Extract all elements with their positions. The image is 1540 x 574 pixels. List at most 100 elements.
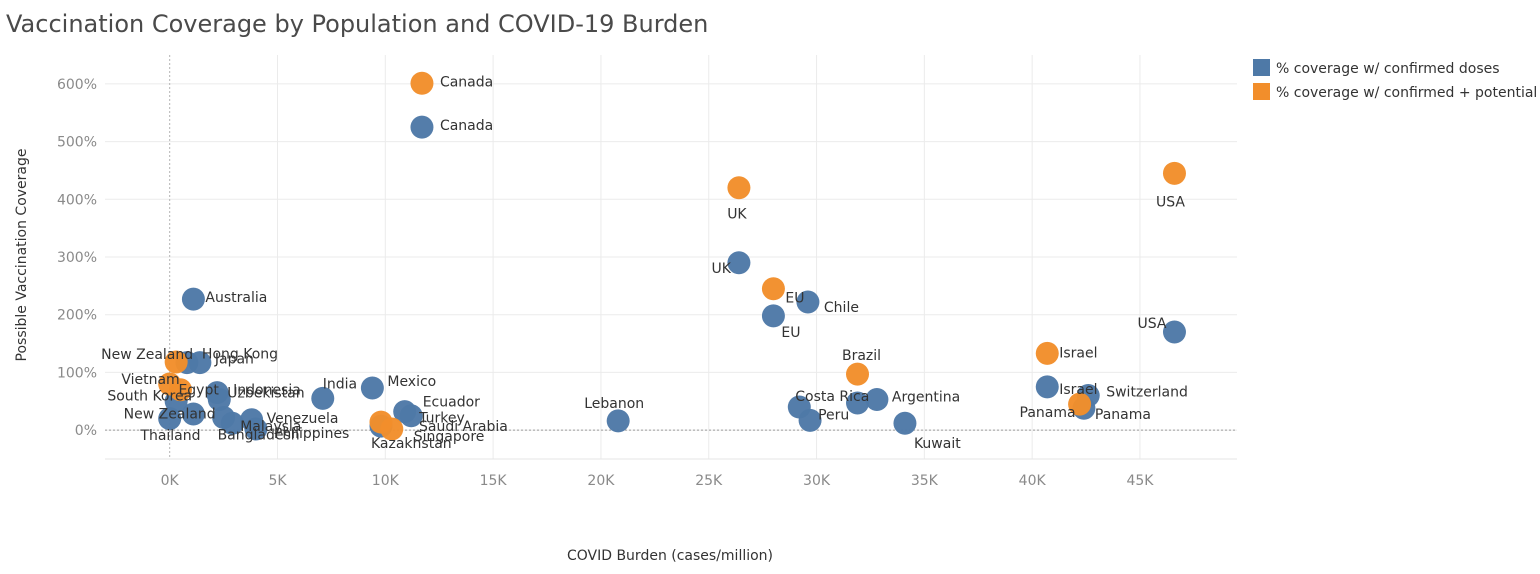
data-point <box>893 411 917 435</box>
data-point <box>1035 375 1059 399</box>
point-label: Hong Kong <box>202 347 278 363</box>
point-label: Uzbekistan <box>227 386 304 402</box>
point-label: Canada <box>440 74 493 90</box>
point-label: Turkey <box>418 411 465 427</box>
data-point <box>410 71 434 95</box>
point-label: Egypt <box>178 383 219 399</box>
x-tick-label: 25K <box>695 473 723 489</box>
point-label: New Zealand <box>101 347 193 363</box>
data-point <box>410 115 434 139</box>
point-label: UK <box>727 207 747 223</box>
data-point <box>1068 392 1092 416</box>
y-tick-label: 400% <box>57 192 97 208</box>
data-point <box>796 290 820 314</box>
y-tick-label: 200% <box>57 308 97 324</box>
point-label: Panama <box>1020 405 1076 421</box>
data-point <box>846 362 870 386</box>
data-point <box>181 402 205 426</box>
x-tick-label: 40K <box>1019 473 1047 489</box>
x-tick-label: 15K <box>480 473 508 489</box>
x-tick-label: 35K <box>911 473 939 489</box>
point-label: Israel <box>1059 345 1097 361</box>
data-point <box>188 351 212 375</box>
data-point <box>399 404 423 428</box>
x-tick-label: 20K <box>587 473 615 489</box>
x-tick-label: 5K <box>268 473 287 489</box>
point-label: New Zealand <box>124 407 216 423</box>
point-label: South Korea <box>107 388 192 404</box>
point-label: Saudi Arabia <box>419 419 508 435</box>
point-label: Mexico <box>387 374 436 390</box>
point-label: Canada <box>440 118 493 134</box>
legend: % coverage w/ confirmed doses % coverage… <box>1253 59 1537 101</box>
x-axis-title: COVID Burden (cases/million) <box>567 548 773 564</box>
data-point <box>1162 161 1186 185</box>
point-label: Singapore <box>414 429 485 445</box>
y-axis-title: Possible Vaccination Coverage <box>14 149 30 362</box>
y-tick-label: 300% <box>57 250 97 266</box>
point-label: Brazil <box>842 348 881 364</box>
data-point <box>244 417 268 441</box>
legend-swatch-potential <box>1253 83 1270 100</box>
point-label: Argentina <box>892 390 960 406</box>
point-label: EU <box>781 325 800 341</box>
point-label: Vietnam <box>121 372 179 388</box>
data-point <box>865 388 889 412</box>
point-label: Indonesia <box>233 383 301 399</box>
point-label: UK <box>711 261 731 277</box>
data-point <box>727 176 751 200</box>
point-label: Bangladesh <box>218 427 300 443</box>
point-label: Switzerland <box>1106 385 1188 401</box>
point-label: Lebanon <box>584 396 644 412</box>
y-tick-label: 0% <box>75 423 97 439</box>
chart-title: Vaccination Coverage by Population and C… <box>6 10 709 38</box>
data-point <box>158 407 182 431</box>
point-label: India <box>323 376 357 392</box>
point-label: Chile <box>824 300 859 316</box>
legend-label-confirmed: % coverage w/ confirmed doses <box>1276 61 1500 77</box>
point-label: Australia <box>205 290 267 306</box>
y-tick-label: 500% <box>57 135 97 151</box>
point-layer <box>158 71 1186 441</box>
data-point <box>727 251 751 275</box>
legend-label-potential: % coverage w/ confirmed + potential <box>1276 85 1537 101</box>
data-point <box>212 405 236 429</box>
point-label: Panama <box>1095 407 1151 423</box>
data-point <box>761 277 785 301</box>
data-point <box>1162 320 1186 344</box>
data-point <box>181 287 205 311</box>
point-label: Philippines <box>274 426 349 442</box>
tick-layer: 0% 100% 200% 300% 400% 500% 600% 0K 5K 10K 15K 20K 2… <box>57 77 1154 489</box>
point-label: USA <box>1137 316 1166 332</box>
point-label: Venezuela <box>267 411 339 427</box>
data-point <box>846 391 870 415</box>
data-point <box>164 350 188 374</box>
x-tick-label: 45K <box>1126 473 1154 489</box>
point-label: Kazakhstan <box>371 436 452 452</box>
data-point <box>168 378 192 402</box>
point-label: Thailand <box>139 428 200 444</box>
legend-swatch-confirmed <box>1253 59 1270 76</box>
data-point <box>207 388 231 412</box>
point-label: Costa Rica <box>795 389 869 405</box>
x-tick-label: 0K <box>161 473 180 489</box>
y-tick-label: 600% <box>57 77 97 93</box>
point-label: Ecuador <box>423 395 480 411</box>
data-point <box>311 386 335 410</box>
label-layer: Canada Canada UK USA UK EU Chile EU USA Australia… <box>101 74 1188 452</box>
point-label: Japan <box>214 352 254 368</box>
x-tick-label: 10K <box>372 473 400 489</box>
data-point <box>360 376 384 400</box>
data-point <box>761 304 785 328</box>
grid-layer <box>105 55 1237 460</box>
point-label: Malaysia <box>240 419 301 435</box>
data-point <box>380 417 404 441</box>
point-label: Israel <box>1059 382 1097 398</box>
x-tick-label: 30K <box>803 473 831 489</box>
point-label: EU <box>785 291 804 307</box>
data-point <box>606 409 630 433</box>
y-tick-label: 100% <box>57 365 97 381</box>
data-point <box>798 408 822 432</box>
point-label: USA <box>1156 194 1185 210</box>
